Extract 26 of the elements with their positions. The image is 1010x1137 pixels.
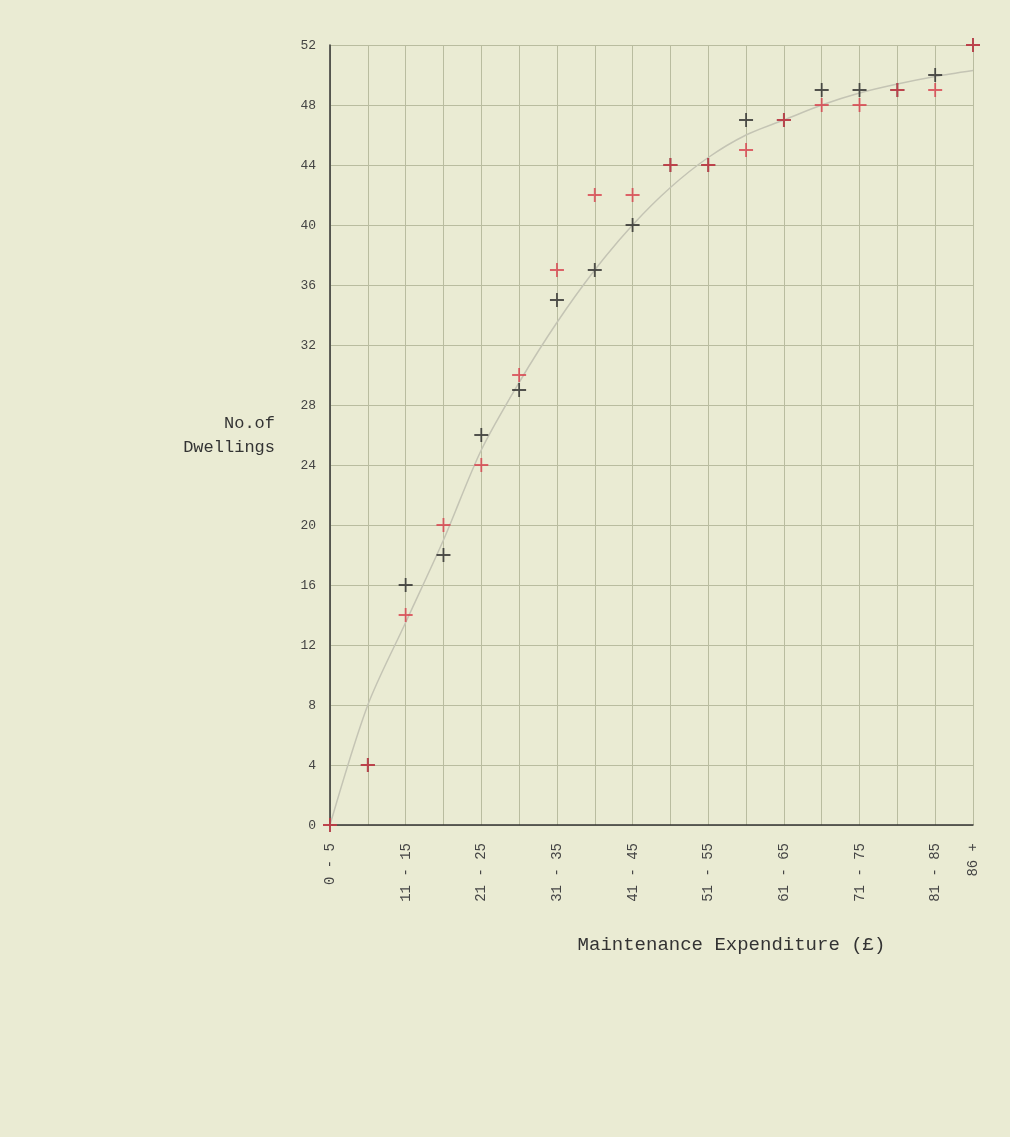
- y-tick-label: 44: [300, 157, 317, 173]
- y-tick-label: 0: [308, 817, 316, 833]
- x-tick-label: 61 - 65: [775, 843, 792, 902]
- x-tick-label: 86 +: [965, 843, 981, 877]
- x-tick-label: 21 - 25: [473, 843, 490, 902]
- y-tick-label: 4: [308, 757, 317, 773]
- x-tick-label: 71 - 75: [851, 843, 868, 902]
- y-tick-label: 28: [300, 397, 316, 413]
- y-tick-label: 36: [300, 277, 316, 293]
- y-tick-label: 24: [300, 457, 317, 473]
- x-tick-label: 0 - 5: [322, 843, 338, 886]
- y-tick-label: 52: [300, 37, 316, 53]
- y-tick-label: 16: [300, 577, 316, 593]
- x-tick-label: 81 - 85: [927, 843, 944, 902]
- y-tick-label: 40: [300, 217, 316, 233]
- y-tick-label: 20: [300, 517, 316, 533]
- x-tick-label: 51 - 55: [700, 843, 717, 902]
- x-tick-label: 41 - 45: [624, 843, 641, 902]
- x-tick-label: 31 - 35: [548, 843, 565, 902]
- y-tick-label: 8: [308, 697, 316, 713]
- y-tick-label: 48: [300, 97, 316, 113]
- x-tick-label: 11 - 15: [397, 843, 414, 902]
- y-axis-title: No.of Dwellings: [183, 413, 275, 457]
- y-tick-label: 12: [300, 637, 316, 653]
- y-tick-label: 32: [300, 337, 316, 353]
- x-axis-title: Maintenance Expenditure (£): [577, 933, 886, 956]
